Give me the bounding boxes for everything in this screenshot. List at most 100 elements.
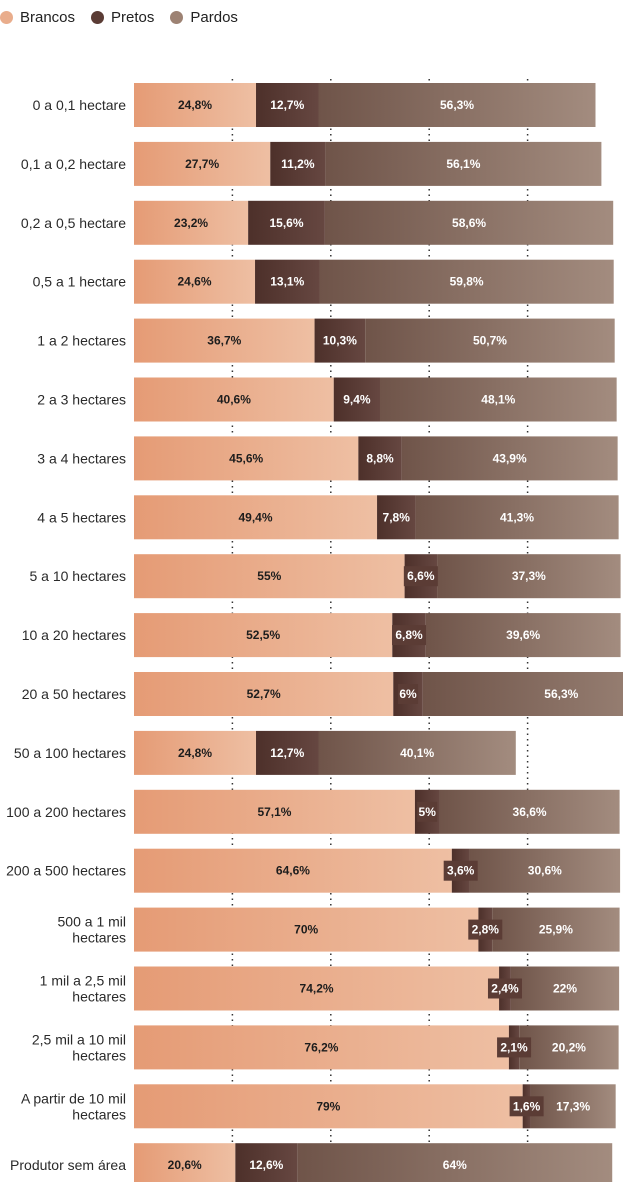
value-label-brancos: 74,2% <box>300 982 334 996</box>
value-label-brancos: 27,7% <box>185 157 219 171</box>
value-label-background <box>497 1037 532 1058</box>
value-label-pardos: 50,7% <box>473 334 507 348</box>
value-label-brancos: 24,8% <box>178 746 212 760</box>
bar-segment-pardos <box>469 848 621 893</box>
category-label: 1 mil a 2,5 mil hectares <box>40 973 126 1005</box>
category-label: Produtor sem área <box>10 1157 126 1173</box>
value-label-pardos: 20,2% <box>552 1040 586 1054</box>
bar-segment-pretos <box>314 318 366 363</box>
bar-segment-brancos <box>134 436 359 481</box>
value-label-pardos: 64% <box>443 1158 467 1172</box>
bar-segment-pretos <box>256 83 319 127</box>
value-label-pardos: 36,6% <box>513 805 547 819</box>
bar-segment-pardos <box>422 672 623 716</box>
value-label-pardos: 59,8% <box>450 275 484 289</box>
value-label-background <box>403 566 438 587</box>
bar-segment-pardos <box>324 200 614 245</box>
category-label: 0,2 a 0,5 hectare <box>21 215 126 231</box>
value-label-pardos: 56,3% <box>544 687 578 701</box>
value-label-brancos: 52,5% <box>246 628 280 642</box>
value-label-brancos: 64,6% <box>276 864 310 878</box>
value-label-pardos: 43,9% <box>493 451 527 465</box>
row-labels: 0 a 0,1 hectare 0,1 a 0,2 hectare 0,2 a 0,… <box>6 97 126 1173</box>
value-label-background <box>392 625 427 646</box>
value-label-pardos: 22% <box>553 982 577 996</box>
bar-segment-brancos <box>134 966 500 1011</box>
bar-segment-brancos <box>134 554 405 599</box>
legend-item: Pretos <box>91 9 154 26</box>
legend: Brancos Pretos Pardos <box>0 6 254 28</box>
value-label-pardos: 25,9% <box>539 923 573 937</box>
value-label-pretos: 5% <box>419 805 437 819</box>
value-label-brancos: 45,6% <box>229 451 263 465</box>
category-label: 1 a 2 hectares <box>37 333 126 349</box>
value-label-brancos: 52,7% <box>247 687 281 701</box>
bar-segment-pretos <box>235 1143 298 1182</box>
category-label-line: hectares <box>72 1047 126 1063</box>
category-label-line: 1 mil a 2,5 mil <box>40 973 126 989</box>
bar-segment-brancos <box>134 200 249 245</box>
category-label: 10 a 20 hectares <box>22 627 126 643</box>
value-label-pretos: 9,4% <box>343 393 371 407</box>
value-label-pardos: 56,1% <box>446 157 480 171</box>
value-label-pretos: 8,8% <box>366 451 394 465</box>
value-label-pretos: 2,4% <box>491 982 519 996</box>
category-label: 0,5 a 1 hectare <box>33 274 127 290</box>
bar-segment-brancos <box>134 495 378 540</box>
bar-segment-pretos <box>255 259 320 304</box>
bar-segment-pardos <box>297 1143 613 1182</box>
legend-swatch <box>91 10 105 24</box>
value-label-pretos: 11,2% <box>281 157 315 171</box>
value-label-pardos: 40,1% <box>400 746 434 760</box>
value-label-brancos: 20,6% <box>168 1158 202 1172</box>
category-label: 2 a 3 hectares <box>37 392 126 408</box>
category-label: 100 a 200 hectares <box>6 804 126 820</box>
value-label-brancos: 23,2% <box>174 216 208 230</box>
bar-segment-pardos <box>530 1084 616 1129</box>
value-label-pardos: 41,3% <box>500 510 534 524</box>
bar-segment-pretos <box>248 200 325 245</box>
value-label-pretos: 6% <box>399 687 417 701</box>
value-label-background <box>487 978 522 999</box>
value-label-brancos: 24,6% <box>178 275 212 289</box>
value-label-pretos: 12,6% <box>249 1158 283 1172</box>
bar-segment-brancos <box>134 848 452 893</box>
value-label-pretos: 6,6% <box>407 569 435 583</box>
value-label-pretos: 3,6% <box>447 864 475 878</box>
bar-segment-brancos <box>134 907 479 952</box>
category-label: 5 a 10 hectares <box>29 568 126 584</box>
bar-segment-pardos <box>325 141 602 186</box>
value-label-brancos: 70% <box>294 923 318 937</box>
category-label: 0,1 a 0,2 hectare <box>21 156 126 172</box>
bar-segment-pardos <box>318 83 596 127</box>
bar-segment-pretos <box>358 436 402 481</box>
bar-segment-brancos <box>134 83 257 127</box>
bar-segment-pardos <box>318 730 516 775</box>
value-label-background <box>468 919 503 940</box>
bar-segment-brancos <box>134 1143 236 1182</box>
category-label: 2,5 mil a 10 mil hectares <box>32 1031 126 1063</box>
value-label-pretos: 7,8% <box>383 510 411 524</box>
legend-label: Pardos <box>190 8 238 26</box>
bar-segment-brancos <box>134 141 271 186</box>
category-label-line: A partir de 10 mil <box>21 1090 126 1106</box>
category-label-line: 500 a 1 mil <box>58 914 126 930</box>
value-label-pretos: 15,6% <box>270 216 304 230</box>
value-label-background <box>443 860 478 881</box>
category-label: A partir de 10 mil hectares <box>21 1090 126 1122</box>
value-label-pretos: 13,1% <box>270 275 304 289</box>
category-label-line: hectares <box>72 930 126 946</box>
value-label-background <box>398 684 419 704</box>
value-label-pardos: 37,3% <box>512 569 546 583</box>
category-label-line: hectares <box>72 1106 126 1122</box>
value-label-pretos: 10,3% <box>323 334 357 348</box>
legend-label: Brancos <box>20 8 76 26</box>
value-label-brancos: 76,2% <box>304 1040 338 1054</box>
value-label-brancos: 24,8% <box>178 98 212 112</box>
value-label-pretos: 12,7% <box>270 98 304 112</box>
bar-segment-pardos <box>319 259 614 304</box>
value-label-brancos: 79% <box>316 1099 340 1113</box>
bar-segment-pardos <box>510 966 620 1011</box>
category-label-line: 2,5 mil a 10 mil <box>32 1031 126 1047</box>
